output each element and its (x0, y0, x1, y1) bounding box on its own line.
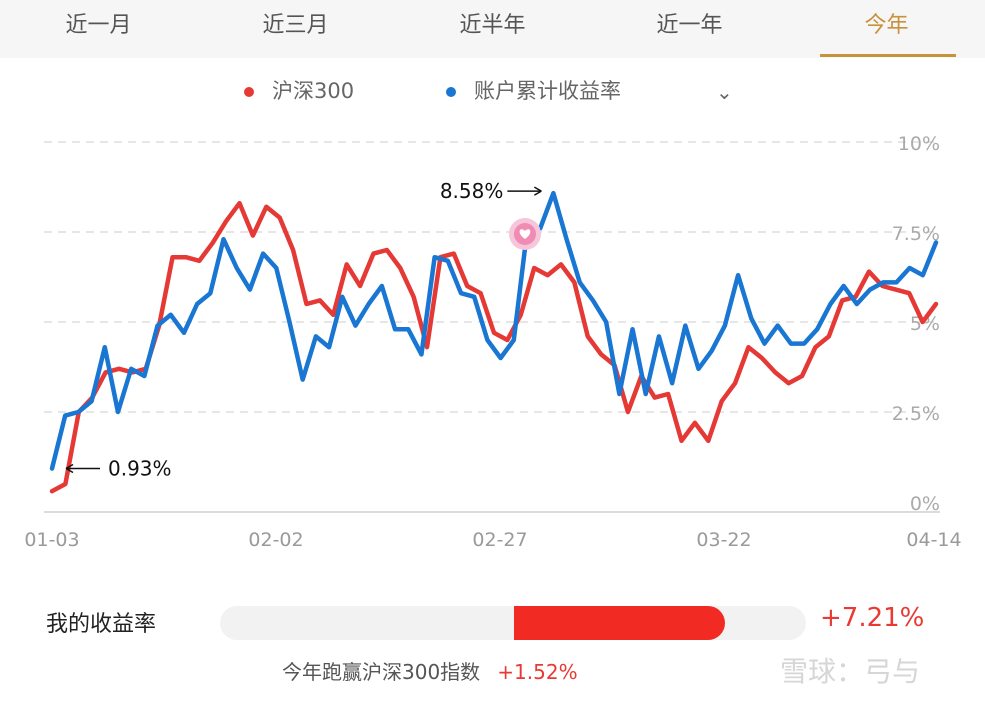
annotation-arrowhead (65, 463, 74, 474)
chart-legend: 沪深300 账户累计收益率 ⌄ (0, 76, 985, 106)
tab-3m[interactable]: 近三月 (262, 13, 329, 38)
x-tick-label: 01-03 (24, 529, 79, 551)
y-tick-label: 2.5% (892, 403, 940, 425)
period-tabs: 近一月 近三月 近半年 近一年 今年 (0, 0, 985, 58)
y-tick-label: 7.5% (892, 223, 940, 245)
annotation-label: 8.58% (440, 179, 504, 203)
watermark: 雪球：弓与 (780, 655, 921, 688)
y-tick-label: 0% (910, 493, 940, 515)
tab-6m[interactable]: 近半年 (459, 13, 526, 38)
return-bar-fill (514, 606, 725, 640)
my-return-label: 我的收益率 (46, 612, 157, 637)
x-tick-label: 03-22 (696, 529, 751, 551)
tab-1y[interactable]: 近一年 (656, 13, 723, 38)
x-tick-label: 04-14 (906, 529, 961, 551)
series-line-hs300 (49, 200, 939, 494)
heart-icon (519, 229, 531, 239)
tab-ytd[interactable]: 今年 (864, 13, 909, 38)
series-line-account (49, 190, 939, 471)
my-return-value: +7.21% (820, 603, 925, 633)
legend-dot-hs300 (244, 87, 254, 97)
beat-index-line: 今年跑赢沪深300指数 +1.52% (282, 656, 578, 685)
beat-index-text: 今年跑赢沪深300指数 (282, 660, 481, 684)
line-chart: 0% 2.5% 5% 7.5% 10% 0.93% 8.58% 01-03 02-02 02-… (24, 133, 961, 551)
beat-index-value: +1.52% (497, 660, 578, 684)
legend-label-hs300: 沪深300 (272, 79, 355, 103)
annotation-arrowhead (534, 186, 542, 196)
legend-label-account: 账户累计收益率 (474, 79, 621, 103)
active-tab-indicator (820, 54, 956, 57)
y-tick-label: 10% (898, 133, 940, 155)
legend-dot-account (446, 87, 456, 97)
y-tick-label: 5% (910, 313, 940, 335)
x-tick-label: 02-02 (248, 529, 303, 551)
chevron-down-icon[interactable]: ⌄ (716, 80, 733, 104)
x-tick-label: 02-27 (472, 529, 527, 551)
annotation-label: 0.93% (108, 457, 172, 481)
tab-1m[interactable]: 近一月 (65, 13, 132, 38)
